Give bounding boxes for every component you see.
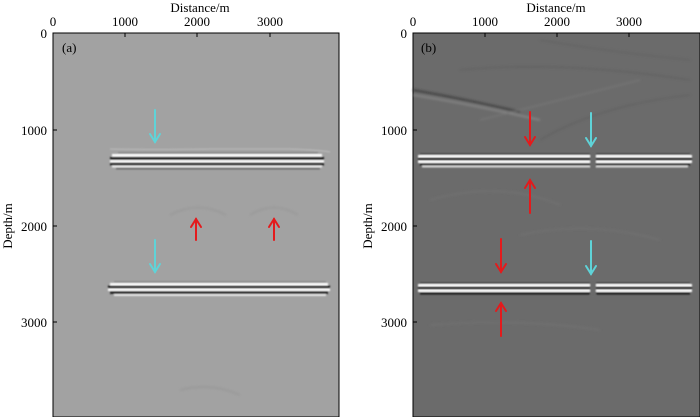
panel-b — [412, 32, 700, 417]
y-tick-label: 3000 — [21, 315, 47, 330]
tick-marks — [52, 33, 630, 323]
x-tick-label: 3000 — [616, 14, 642, 29]
y-tick-label: 0 — [41, 26, 48, 41]
arrows — [149, 109, 597, 337]
red-arrow-up-icon — [524, 178, 536, 214]
red-arrow-down-icon — [495, 238, 507, 274]
x-tick-label: 0 — [410, 14, 417, 29]
y-tick-label: 2000 — [381, 219, 407, 234]
x-tick-label: 2000 — [184, 14, 210, 29]
cyan-arrow-down-icon — [585, 240, 597, 276]
red-arrow-up-icon — [495, 301, 507, 337]
x-tick-label: 0 — [50, 14, 57, 29]
cyan-arrow-down-icon — [585, 112, 597, 148]
panel-b-reflector-1 — [418, 152, 692, 169]
panel-a-reflector-1 — [109, 148, 331, 170]
cyan-arrow-down-icon — [149, 239, 161, 274]
red-arrow-down-icon — [524, 111, 536, 147]
panel-a-x-axis-title: Distance/m — [170, 0, 229, 15]
x-tick-label: 1000 — [472, 14, 498, 29]
panel-b-x-axis-title: Distance/m — [526, 0, 585, 15]
y-tick-label: 0 — [401, 26, 408, 41]
red-arrow-up-icon — [268, 217, 280, 241]
panel-b-noise-curves — [412, 39, 691, 331]
panel-a-faint-diffractions — [169, 207, 299, 396]
y-tick-label: 3000 — [381, 315, 407, 330]
red-arrow-up-icon — [190, 217, 202, 241]
x-tick-label: 2000 — [544, 14, 570, 29]
panel-a-label: (a) — [62, 40, 76, 55]
x-tick-label: 1000 — [112, 14, 138, 29]
panel-b-image — [412, 32, 700, 417]
panel-b-label: (b) — [421, 40, 436, 55]
panel-b-reflector-2 — [418, 281, 692, 296]
y-tick-label: 1000 — [381, 123, 407, 138]
panel-b-y-axis-title: Depth/m — [360, 203, 375, 249]
x-tick-label: 3000 — [257, 14, 283, 29]
y-tick-label: 2000 — [21, 219, 47, 234]
panel-a-y-axis-title: Depth/m — [0, 203, 15, 249]
y-tick-label: 1000 — [21, 123, 47, 138]
cyan-arrow-down-icon — [149, 109, 161, 144]
panel-a-reflector-2 — [108, 281, 330, 296]
